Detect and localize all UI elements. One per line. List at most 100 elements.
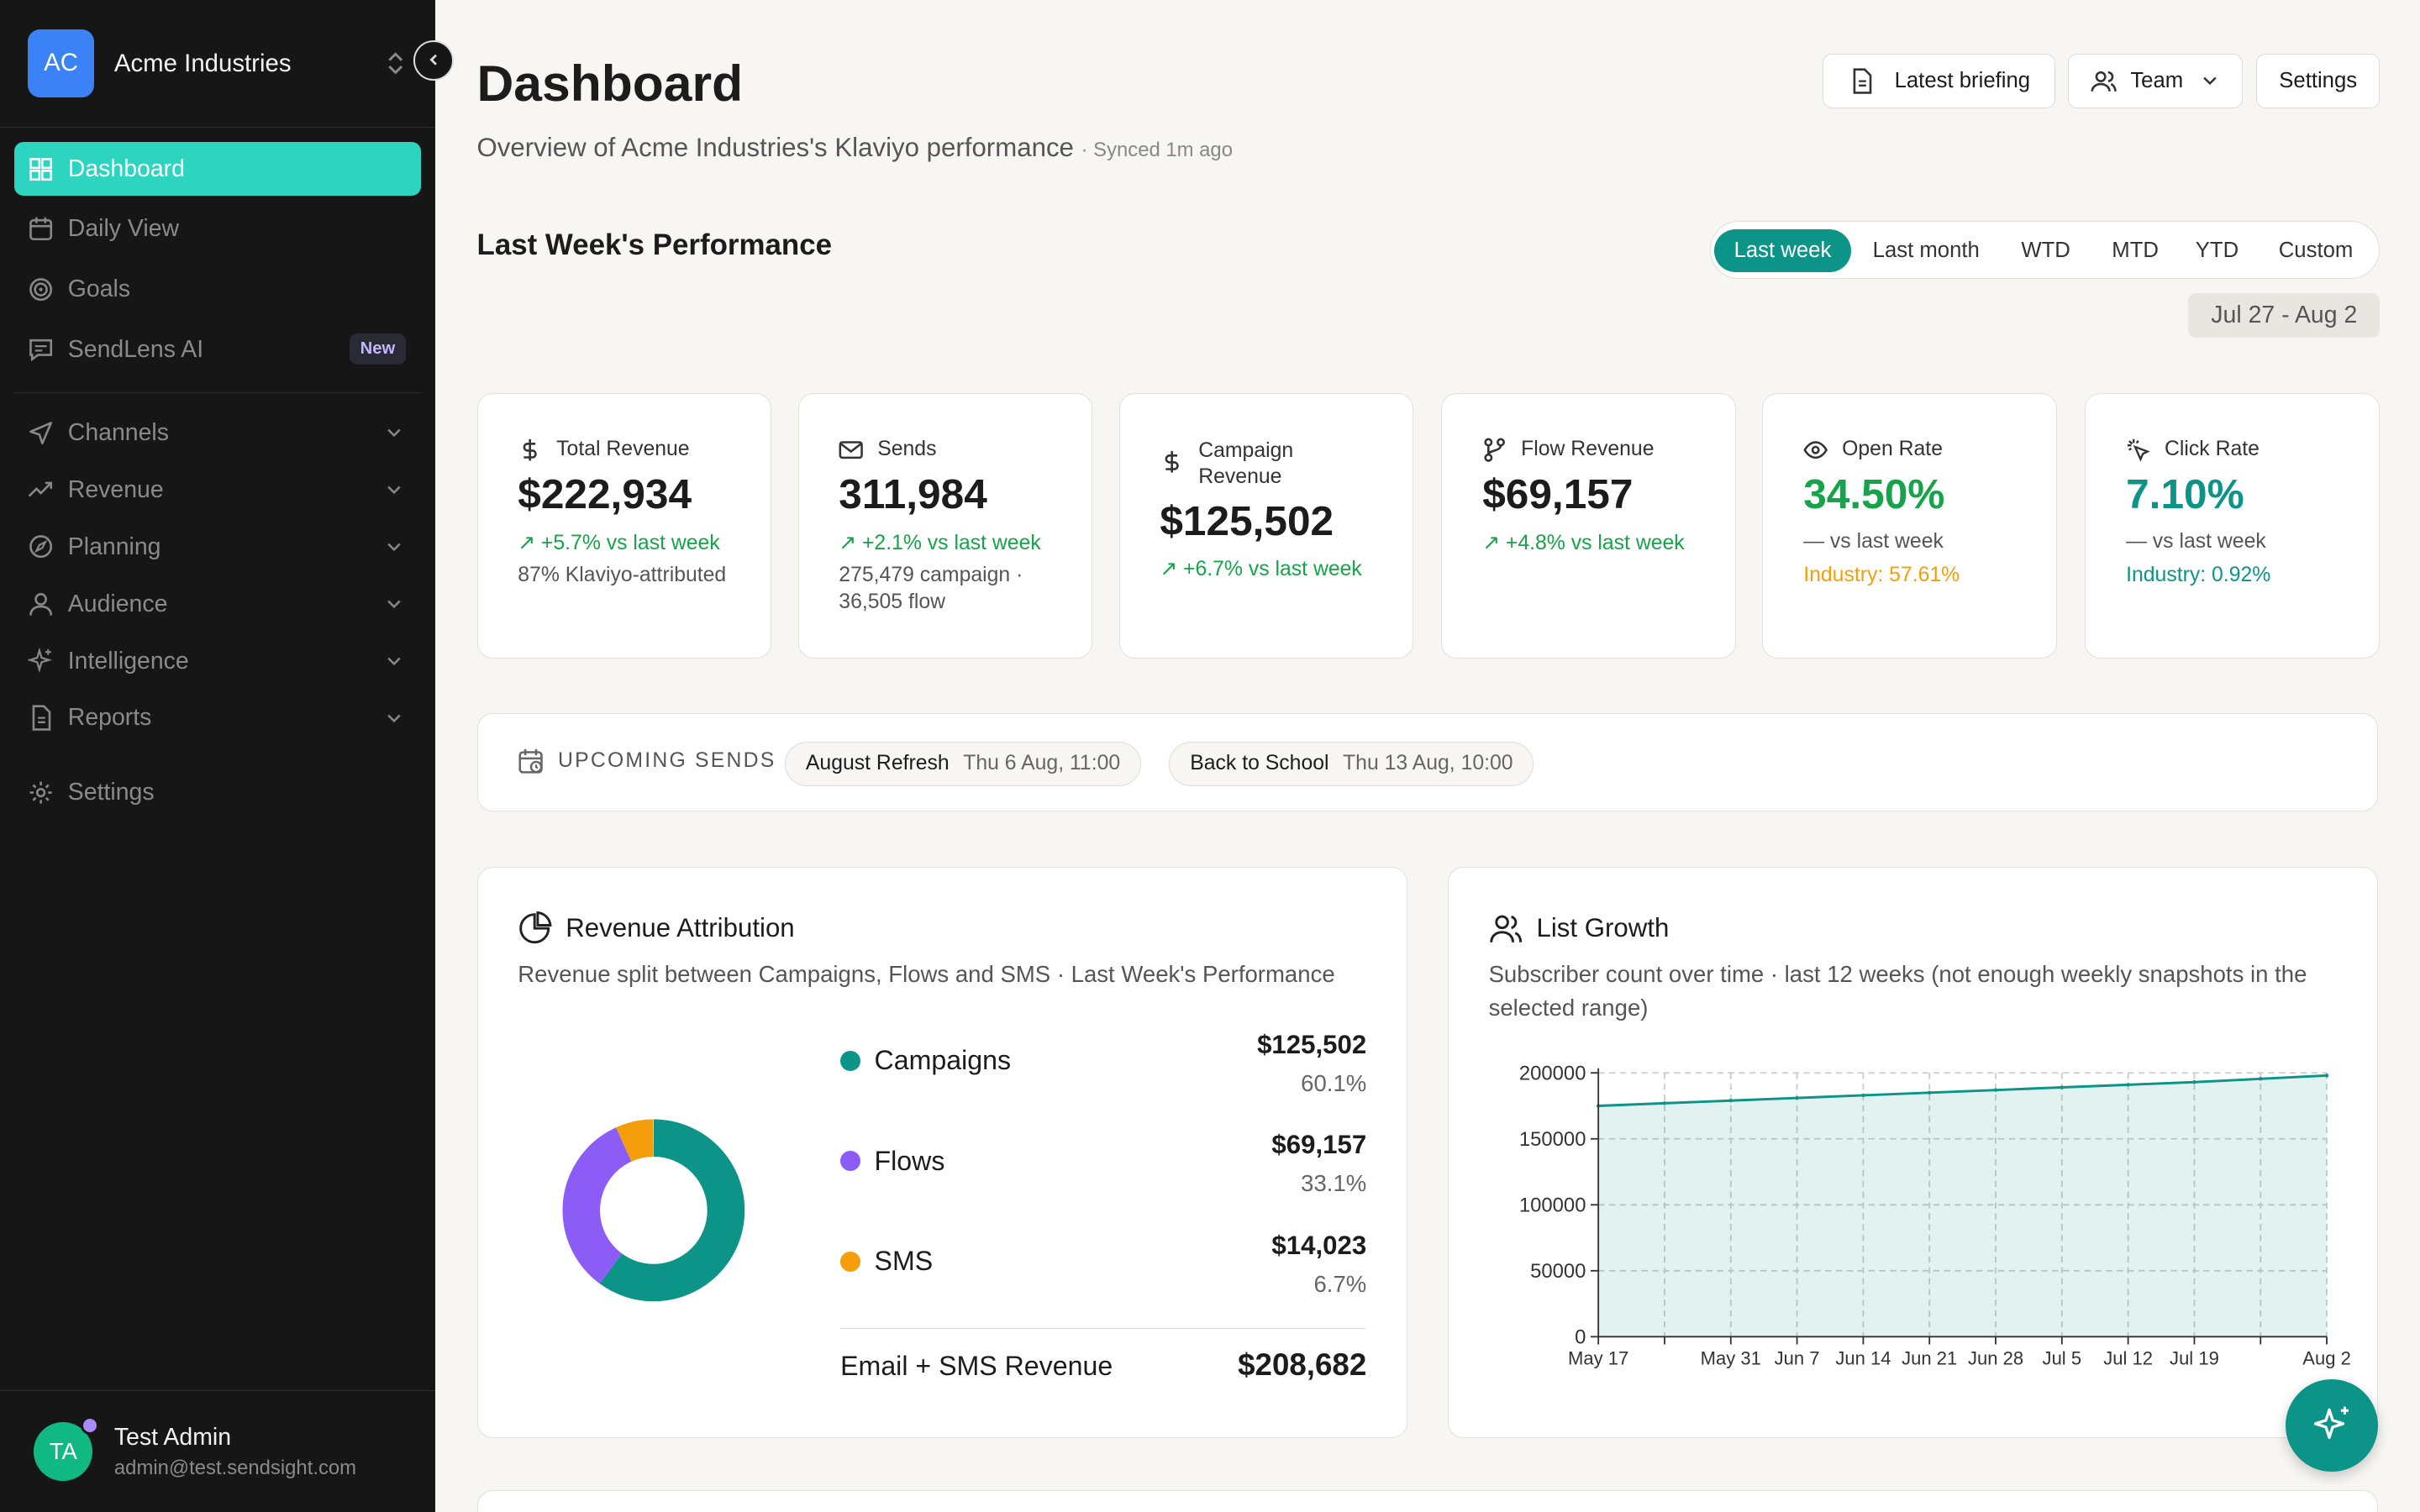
chevron-down-icon (2203, 77, 2217, 86)
kpi-industry-benchmark: Industry: 0.92% (2126, 564, 2271, 587)
donut-inner-ring (600, 1157, 708, 1264)
kpi-delta: ↗ +4.8% vs last week (1482, 530, 1684, 555)
users-icon (2091, 71, 2117, 92)
range-custom[interactable]: Custom (2278, 239, 2354, 263)
card-description: Subscriber count over time · last 12 wee… (1488, 960, 2307, 1021)
workspace-switcher[interactable]: AC Acme Industries (0, 0, 435, 129)
section-title: Last Week's Performance (476, 228, 832, 261)
data-point (2258, 1077, 2263, 1081)
card-description: Revenue split between Campaigns, Flows a… (518, 960, 1335, 987)
range-wtd[interactable]: WTD (2021, 239, 2070, 263)
data-point (1728, 1099, 1733, 1103)
chevron-down-icon (387, 714, 401, 723)
legend-percent: 6.7% (1313, 1270, 1367, 1297)
kpi-note: 275,479 campaign · (839, 564, 1023, 587)
users-icon (1489, 915, 1522, 942)
data-point (1662, 1101, 1666, 1105)
ai-assistant-button[interactable] (2286, 1379, 2379, 1473)
trend-up-icon: ↗ (518, 531, 541, 554)
sidebar-item-dashboard[interactable]: Dashboard (13, 141, 422, 197)
x-tick-label: Jun 28 (1968, 1348, 2023, 1369)
revenue-attribution-card: Revenue Attribution Revenue split betwee… (476, 867, 1408, 1438)
kpi-label-text: Open Rate (1842, 437, 1943, 460)
send-name: Back to School (1190, 752, 1329, 775)
data-point (1927, 1090, 1932, 1095)
kpi-value: $222,934 (518, 470, 692, 518)
card-title-text: Revenue Attribution (566, 912, 795, 942)
chevrons-up-down-icon (387, 52, 402, 75)
team-dropdown[interactable]: Team (2068, 54, 2243, 108)
kpi-label: Total Revenue (518, 438, 690, 462)
chevron-down-icon (387, 657, 401, 666)
sidebar-item-label: Settings (67, 778, 155, 806)
sidebar-item-audience[interactable]: Audience (14, 577, 422, 631)
donut-slice-sms[interactable] (562, 1119, 745, 1302)
data-point (2192, 1080, 2196, 1084)
upcoming-send-pill[interactable]: Back to School Thu 13 Aug, 10:00 (1169, 741, 1534, 786)
kpi-delta: — vs last week (2126, 529, 2266, 553)
sidebar-item-label: Daily View (67, 215, 180, 243)
page-title: Dashboard (476, 55, 744, 113)
kpi-delta: ↗ +6.7% vs last week (1160, 556, 1361, 581)
gear-icon (29, 781, 52, 804)
total-value: $208,682 (1238, 1347, 1367, 1383)
kpi-value: $125,502 (1160, 496, 1334, 544)
send-name: August Refresh (805, 752, 950, 775)
date-range-selector: Last week Last month WTD MTD YTD Custom (1710, 220, 2381, 280)
target-icon (29, 277, 53, 301)
user-profile[interactable] (0, 1389, 435, 1512)
range-last-week[interactable]: Last week (1713, 228, 1852, 273)
legend-value: $14,023 (1271, 1230, 1367, 1260)
kpi-note: 87% Klaviyo-attributed (518, 564, 727, 587)
chevron-down-icon (387, 600, 401, 609)
x-tick-label: May 31 (1700, 1348, 1760, 1369)
sidebar-item-goals[interactable]: Goals (14, 262, 422, 316)
trend-up-icon: ↗ (1160, 558, 1183, 581)
legend-item-flows: Flows (840, 1146, 944, 1177)
upcoming-send-pill[interactable]: August Refresh Thu 6 Aug, 11:00 (785, 741, 1142, 786)
legend-label: Flows (874, 1145, 945, 1176)
kpi-label-text: Flow Revenue (1521, 437, 1655, 460)
settings-button[interactable]: Settings (2256, 54, 2381, 108)
data-point (1993, 1088, 1998, 1093)
sidebar-divider (13, 391, 422, 394)
collapse-sidebar-button[interactable] (413, 39, 454, 81)
sidebar-item-daily-view[interactable]: Daily View (14, 202, 422, 256)
calendar-icon (29, 217, 53, 241)
sidebar-item-label: SendLens AI (67, 335, 204, 363)
legend-value: $69,157 (1271, 1130, 1367, 1160)
data-point (1861, 1093, 1865, 1098)
mail-icon (839, 440, 864, 459)
sidebar-item-channels[interactable]: Channels (14, 406, 422, 459)
x-tick-label: Jul 5 (2042, 1348, 2081, 1369)
donut-slice-flows[interactable] (562, 1119, 745, 1302)
sidebar-item-settings[interactable]: Settings (14, 765, 422, 819)
range-ytd[interactable]: YTD (2195, 239, 2239, 263)
pie-chart-icon (519, 911, 552, 943)
legend-item-campaigns: Campaigns (840, 1045, 1011, 1076)
sidebar-item-planning[interactable]: Planning (14, 520, 422, 574)
sidebar-item-reports[interactable]: Reports (14, 691, 422, 745)
legend-label: Campaigns (874, 1045, 1012, 1076)
date-range-badge: Jul 27 - Aug 2 (2188, 292, 2381, 339)
range-last-month[interactable]: Last month (1872, 239, 1980, 263)
kpi-delta-text: +2.1% vs last week (861, 531, 1041, 554)
trend-icon (28, 481, 53, 496)
sidebar-item-sendlens-ai[interactable]: SendLens AI New (14, 323, 422, 376)
kpi-delta: ↗ +2.1% vs last week (839, 530, 1040, 555)
y-tick-label: 200000 (1519, 1063, 1586, 1085)
card-title: List Growth (1489, 911, 1669, 945)
sidebar-item-revenue[interactable]: Revenue (14, 463, 422, 517)
latest-briefing-button[interactable]: Latest briefing (1823, 54, 2056, 108)
kpi-card-flow-revenue: Flow Revenue $69,157 ↗ +4.8% vs last wee… (1441, 393, 1737, 659)
sidebar-item-intelligence[interactable]: Intelligence (14, 634, 422, 688)
range-mtd[interactable]: MTD (2112, 239, 2159, 263)
x-tick-label: Jun 21 (1902, 1348, 1957, 1369)
sidebar-item-label: Audience (67, 590, 168, 617)
new-badge: New (349, 333, 407, 365)
trend-up-icon: ↗ (1482, 531, 1506, 554)
list-growth-card: List Growth Subscriber count over time ·… (1447, 867, 2379, 1438)
x-tick-label: Jun 14 (1835, 1348, 1891, 1369)
total-label: Email + SMS Revenue (840, 1351, 1113, 1382)
x-tick-label: Jul 19 (2170, 1348, 2219, 1369)
